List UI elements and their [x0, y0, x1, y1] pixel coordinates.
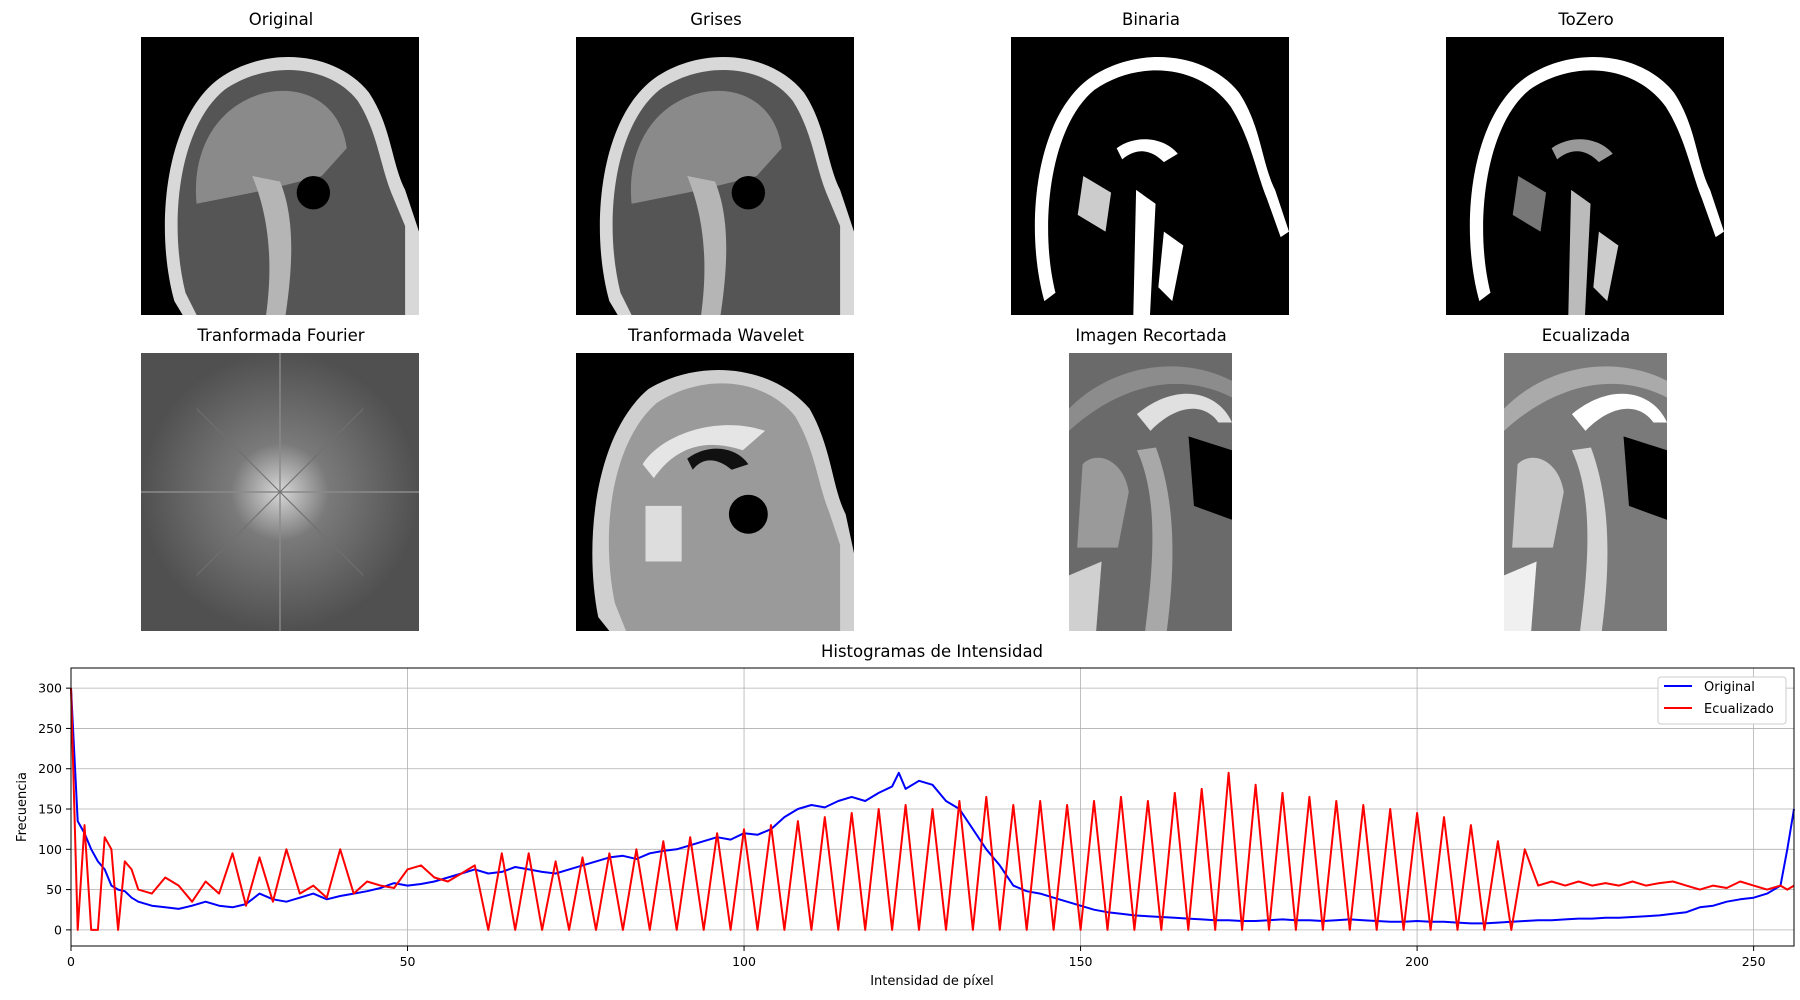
chart-grid	[70, 668, 1794, 946]
image-recortada	[1069, 353, 1232, 631]
panel-recortada: Imagen Recortada	[975, 326, 1327, 631]
series-line-original	[70, 688, 1795, 925]
panel-original: Original	[105, 10, 457, 315]
x-axis-label: Intensidad de píxel	[870, 974, 994, 989]
y-tick-label: 100	[38, 842, 62, 857]
x-tick-label: 200	[1405, 954, 1429, 969]
x-tick-label: 50	[400, 954, 416, 969]
chart-ticks: 0 50 100 150 200 250 0 50 100 150 200 250 300	[38, 681, 1765, 969]
chart-series	[70, 688, 1795, 931]
image-binaria	[1011, 37, 1289, 315]
panel-wavelet: Tranformada Wavelet	[540, 326, 892, 631]
chart-title: Histogramas de Intensidad	[821, 642, 1043, 661]
panel-tozero: ToZero	[1410, 10, 1762, 315]
x-tick-label: 100	[732, 954, 756, 969]
y-tick-label: 150	[38, 802, 62, 817]
panel-title: Imagen Recortada	[1075, 326, 1227, 345]
panel-ecualizada: Ecualizada	[1410, 326, 1762, 631]
panel-grises: Grises	[540, 10, 892, 315]
x-tick-label: 250	[1742, 954, 1766, 969]
x-tick-label: 150	[1069, 954, 1093, 969]
y-tick-label: 200	[38, 761, 62, 776]
plot-area-frame	[70, 667, 1795, 947]
series-line-ecualizado	[70, 688, 1795, 931]
panel-fourier: Tranformada Fourier	[105, 326, 457, 631]
image-fourier	[141, 353, 419, 631]
y-axis-label: Frecuencia	[15, 772, 30, 842]
panel-title: Grises	[690, 10, 742, 29]
y-tick-label: 250	[38, 721, 62, 736]
panel-binaria: Binaria	[975, 10, 1327, 315]
legend: Original Ecualizado	[1657, 676, 1787, 725]
image-ecualizada	[1504, 353, 1667, 631]
y-tick-label: 0	[54, 922, 62, 937]
image-grises	[576, 37, 854, 315]
panel-title: Tranformada Fourier	[197, 326, 365, 345]
legend-label-ecualizado: Ecualizado	[1704, 702, 1774, 717]
panel-title: Original	[248, 10, 314, 29]
image-tozero	[1446, 37, 1724, 315]
image-original	[141, 37, 419, 315]
x-tick-label: 0	[67, 954, 75, 969]
image-wavelet	[576, 353, 854, 631]
y-tick-label: 50	[46, 882, 62, 897]
legend-label-original: Original	[1704, 680, 1755, 695]
panel-title: Binaria	[1122, 10, 1180, 29]
legend-box	[1657, 676, 1787, 725]
panel-title: Ecualizada	[1541, 326, 1631, 345]
panel-title: Tranformada Wavelet	[628, 326, 804, 345]
y-tick-label: 300	[38, 681, 62, 696]
panel-title: ToZero	[1558, 10, 1614, 29]
